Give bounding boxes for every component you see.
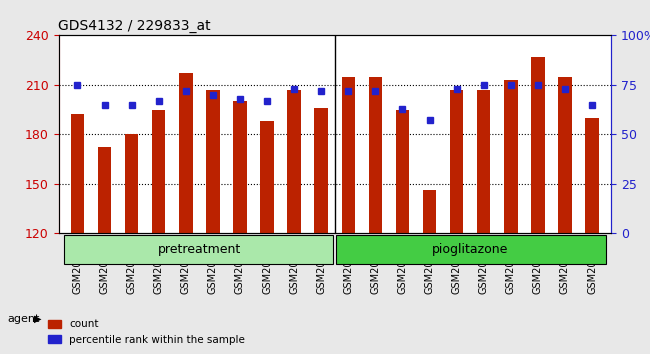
Bar — [125, 134, 138, 233]
Bar — [422, 190, 436, 233]
Bar — [450, 90, 463, 233]
Bar — [260, 121, 274, 233]
Bar — [287, 90, 301, 233]
Bar — [152, 109, 166, 233]
Bar — [315, 108, 328, 233]
Bar — [336, 235, 606, 264]
Text: agent: agent — [8, 314, 40, 324]
Bar — [71, 114, 84, 233]
Bar — [206, 90, 220, 233]
Bar — [341, 76, 355, 233]
Bar — [477, 90, 491, 233]
Bar — [233, 101, 247, 233]
Bar — [64, 235, 333, 264]
Bar — [98, 148, 111, 233]
Legend: count, percentile rank within the sample: count, percentile rank within the sample — [44, 315, 249, 349]
Text: pioglitazone: pioglitazone — [432, 243, 508, 256]
Bar — [531, 57, 545, 233]
Text: GDS4132 / 229833_at: GDS4132 / 229833_at — [58, 19, 211, 33]
Bar — [179, 73, 192, 233]
Bar — [558, 76, 572, 233]
Bar — [504, 80, 517, 233]
Bar — [396, 109, 410, 233]
Bar — [585, 118, 599, 233]
Text: ▶: ▶ — [34, 314, 42, 324]
Bar — [369, 76, 382, 233]
Text: pretreatment: pretreatment — [158, 243, 241, 256]
